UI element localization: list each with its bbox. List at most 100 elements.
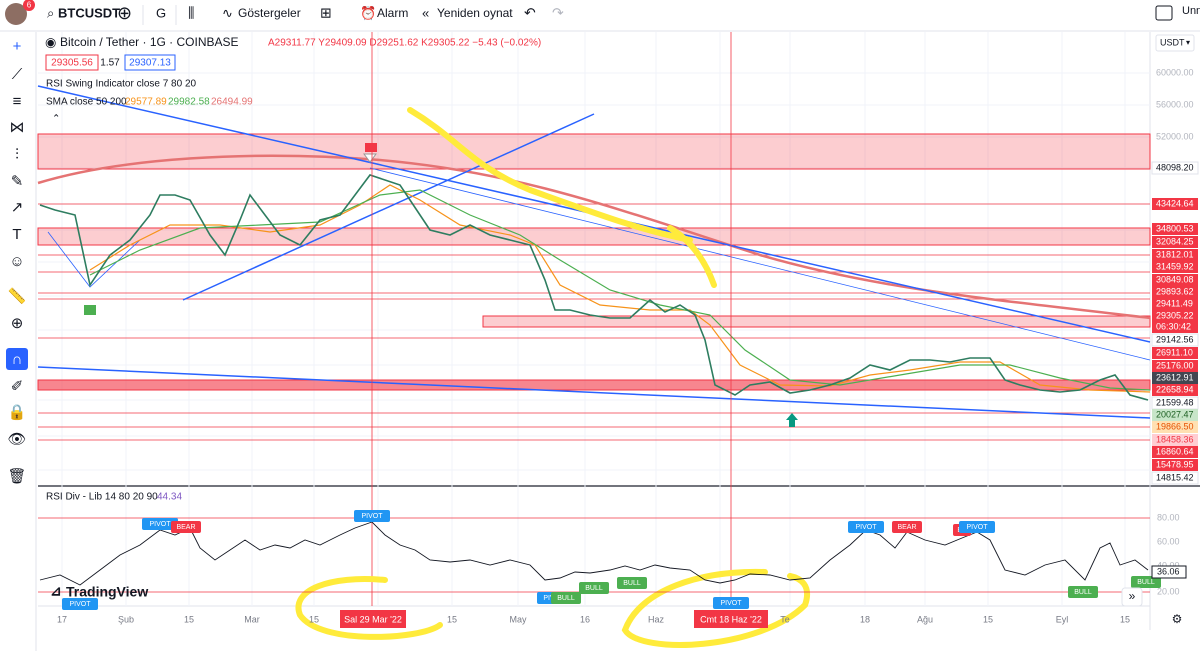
text-tool[interactable]: T	[12, 226, 21, 243]
price-label: 19866.50	[1156, 421, 1194, 431]
bid: 29305.56	[51, 58, 93, 69]
sma-legend: SMA close 50 200	[46, 97, 127, 108]
rsi-marker: PIV	[543, 595, 555, 602]
rsi-marker-box	[959, 521, 995, 533]
price-label-box	[1152, 236, 1198, 248]
fib-tool[interactable]: ≡	[13, 93, 22, 110]
projection-tool[interactable]: ⫶	[15, 146, 19, 163]
sma-value: 29577.89	[125, 97, 167, 108]
rsi-marker-box	[142, 518, 178, 530]
price-label: 29142.56	[1156, 334, 1194, 344]
hide-tool[interactable]: 👁	[7, 431, 26, 448]
settings[interactable]: ⚙	[1172, 612, 1183, 626]
support-zone	[37, 379, 1151, 391]
legend-title: Bitcoin / Tether · 1G · COINBASE	[60, 35, 239, 49]
rsi-swing-legend: RSI Swing Indicator close 7 80 20	[46, 79, 197, 90]
arrow-tool[interactable]: ↗	[11, 199, 24, 216]
scroll-button[interactable]	[1121, 587, 1143, 607]
layouts[interactable]: ⊞	[320, 5, 332, 21]
fullscreen[interactable]	[1155, 5, 1173, 21]
ruler-tool[interactable]: 📏	[8, 287, 27, 305]
rsi-marker: PIVOT	[149, 521, 171, 528]
zoom-tool[interactable]: ⊕	[11, 315, 24, 332]
price-label-box	[1152, 286, 1198, 298]
annotation-stroke	[407, 107, 693, 243]
search-icon[interactable]: ⌕	[47, 5, 54, 20]
ask-box[interactable]	[124, 54, 176, 71]
time-label: 15	[309, 614, 319, 624]
time-label: 16	[580, 614, 590, 624]
currency[interactable]: USDT	[1160, 37, 1185, 47]
magnet-tool[interactable]: ∩	[12, 351, 23, 368]
interval[interactable]: G	[156, 5, 166, 20]
crosshair-time-box	[340, 610, 406, 628]
price-label: 23612.91	[1156, 372, 1194, 382]
magnet-active[interactable]	[6, 348, 28, 370]
trend-line	[369, 167, 1151, 361]
chart-type[interactable]: ⫼	[188, 5, 194, 21]
rsi-axis-label: 20.00	[1157, 586, 1180, 596]
rsi-marker-box	[617, 577, 647, 589]
brush-tool[interactable]: ✎	[11, 173, 24, 190]
redo[interactable]: ↷	[552, 5, 564, 21]
price-label: 29305.22	[1156, 310, 1194, 320]
bid-box[interactable]	[45, 54, 99, 71]
emoji-tool[interactable]: ☺	[9, 253, 24, 270]
price-label: 18458.36	[1156, 434, 1194, 444]
price-label: 30849.08	[1156, 274, 1194, 284]
price-label-box	[1152, 434, 1198, 446]
price-label: 31459.92	[1156, 261, 1194, 271]
lock-draw-tool[interactable]: ✐	[11, 378, 24, 395]
buy-arrow	[786, 413, 798, 427]
annotation-stroke	[621, 568, 811, 648]
alert[interactable]: Alarm	[377, 6, 408, 20]
pattern-tool[interactable]: ⋈	[10, 119, 25, 136]
annotation-stroke	[667, 225, 717, 288]
price-labels: 60000.00 56000.00 52000.00 48098.20 43424.64…	[1151, 67, 1199, 485]
currency-box[interactable]	[1155, 34, 1195, 52]
currency-dropdown[interactable]: ▾	[1186, 38, 1190, 47]
horizontal-levels	[38, 203, 1150, 441]
replay-icon[interactable]: «	[422, 5, 429, 20]
time-label: Ağu	[917, 614, 933, 624]
indicators-icon[interactable]: ∿	[222, 5, 233, 20]
price-label: 21599.48	[1156, 397, 1194, 407]
add-symbol[interactable]: ⊕	[117, 3, 132, 23]
rsi-marker: PIVOT	[720, 600, 742, 607]
collapse-legend[interactable]: ⌃	[52, 114, 60, 125]
drawing-tools: + ⟋ ≡ ⋈ ⫶ ✎ ↗ T ☺ 📏 ⊕ ∩ ✐ 🔒 👁 🗑	[6, 38, 28, 485]
indicators[interactable]: Göstergeler	[238, 6, 301, 20]
replay[interactable]: Yeniden oynat	[437, 6, 513, 20]
price-label: 43424.64	[1156, 198, 1194, 208]
price-label: 31812.01	[1156, 249, 1194, 259]
pattern-line	[47, 231, 141, 288]
crosshair-tool[interactable]: +	[13, 38, 22, 55]
alert-icon[interactable]: ⏰	[360, 4, 376, 20]
price-label: 29411.49	[1156, 298, 1193, 308]
price-label: 20027.47	[1156, 409, 1194, 419]
rsi-marker: BULL	[623, 580, 641, 587]
avatar[interactable]	[5, 3, 27, 25]
undo[interactable]: ↶	[524, 5, 536, 21]
rsi-marker: BULL	[1074, 589, 1092, 596]
price-label-box	[1152, 459, 1198, 471]
price-label-box	[1152, 274, 1198, 286]
line-tool[interactable]: ⟋	[12, 66, 23, 83]
user[interactable]: Unn	[1182, 5, 1200, 17]
scroll-icon[interactable]: »	[1129, 589, 1136, 603]
buy-marker	[84, 305, 96, 315]
rsi-marker: BEAR	[176, 524, 195, 531]
rsi-marker: PIVOT	[966, 524, 988, 531]
delete-tool[interactable]: 🗑	[7, 468, 26, 485]
drawing-toolbar	[0, 32, 36, 651]
price-label-box	[1152, 249, 1198, 261]
price-label: 26911.10	[1156, 347, 1193, 357]
symbol[interactable]: BTCUSDT	[58, 5, 120, 20]
sma-fast-line	[89, 184, 1151, 393]
time-label: Te	[780, 614, 790, 624]
rsi-marker: BEAR	[897, 524, 916, 531]
notification-count: 6	[27, 1, 32, 10]
lock-tool[interactable]: 🔒	[8, 404, 27, 421]
price-label-box	[1152, 372, 1198, 384]
price-label-box	[1151, 333, 1199, 347]
